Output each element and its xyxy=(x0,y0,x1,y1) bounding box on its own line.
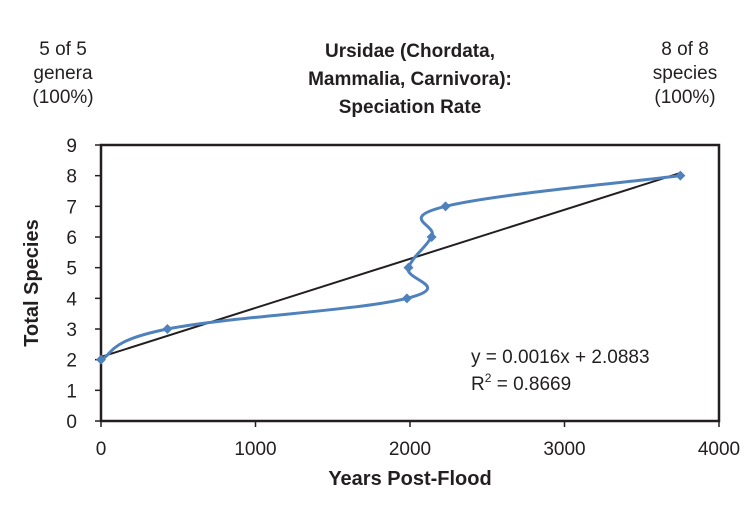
species-coverage-note: 8 of 8 species (100%) xyxy=(630,38,740,110)
series-line xyxy=(100,174,681,362)
chart-title-line-2: Mammalia, Carnivora): xyxy=(308,69,512,90)
x-tick-label: 0 xyxy=(96,439,107,460)
chart-title: Ursidae (Chordata, Mammalia, Carnivora):… xyxy=(250,38,570,122)
r-squared-letter: R xyxy=(471,374,485,395)
species-percent: (100%) xyxy=(654,87,716,108)
data-point-marker xyxy=(96,354,106,365)
genera-coverage-note: 5 of 5 genera (100%) xyxy=(8,38,118,110)
y-tick-label: 4 xyxy=(66,289,77,310)
genera-count: 5 of 5 xyxy=(39,39,87,60)
plot-area-frame xyxy=(99,143,721,423)
x-tick-label: 2000 xyxy=(389,439,431,460)
y-tick-label: 9 xyxy=(66,136,77,157)
r-squared-label: R2 = 0.8669 xyxy=(471,371,571,395)
trendline-group xyxy=(100,172,681,358)
data-point-marker xyxy=(440,201,451,212)
species-count: 8 of 8 xyxy=(661,39,709,60)
data-point-marker xyxy=(403,262,414,273)
y-tick-label: 3 xyxy=(66,320,77,341)
data-point-marker xyxy=(675,170,686,181)
genera-percent: (100%) xyxy=(32,87,94,108)
r-squared-superscript: 2 xyxy=(485,371,492,385)
linear-trendline xyxy=(100,172,681,358)
y-tick-label: 8 xyxy=(66,167,77,188)
data-point-marker xyxy=(401,293,412,304)
trendline-equation: y = 0.0016x + 2.0883 xyxy=(471,347,650,368)
genera-label: genera xyxy=(33,63,93,84)
x-tick-label: 3000 xyxy=(543,439,585,460)
y-axis: 0 1 2 3 4 5 6 7 8 9 xyxy=(66,136,101,433)
x-axis: 0 1000 2000 3000 4000 xyxy=(96,421,740,460)
species-label: species xyxy=(652,63,718,84)
data-point-marker xyxy=(426,232,437,242)
series-group xyxy=(96,170,686,365)
data-point-marker xyxy=(162,324,173,334)
chart-title-line-3: Speciation Rate xyxy=(338,97,482,118)
r-squared-value: = 0.8669 xyxy=(491,374,571,395)
x-tick-label: 4000 xyxy=(698,439,740,460)
y-tick-label: 7 xyxy=(66,197,77,218)
y-tick-label: 6 xyxy=(66,228,77,249)
x-axis-label: Years Post-Flood xyxy=(328,468,491,490)
chart-title-line-1: Ursidae (Chordata, xyxy=(325,41,495,62)
y-axis-label: Total Species xyxy=(21,219,43,346)
y-tick-label: 2 xyxy=(66,351,77,372)
y-tick-label: 5 xyxy=(66,259,77,280)
y-tick-label: 1 xyxy=(66,381,77,402)
y-tick-label: 0 xyxy=(66,412,77,433)
x-tick-label: 1000 xyxy=(234,439,276,460)
